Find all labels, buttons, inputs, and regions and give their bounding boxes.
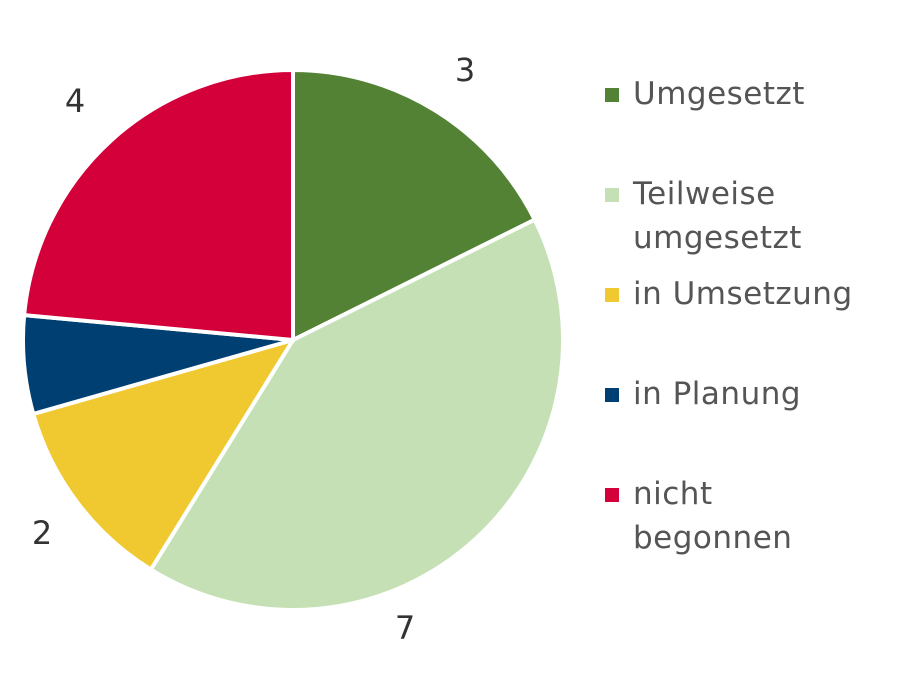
- pie-slice: [148, 216, 565, 612]
- legend-swatch: [605, 88, 619, 102]
- legend-item: nicht begonnen: [605, 472, 895, 572]
- data-label: 4: [65, 82, 85, 120]
- legend-item: in Umsetzung: [605, 272, 895, 372]
- legend-swatch: [605, 188, 619, 202]
- legend-label: in Umsetzung: [633, 276, 853, 312]
- legend-label: Umgesetzt: [633, 76, 805, 112]
- legend-swatch: [605, 388, 619, 402]
- pie-slice: [291, 67, 538, 344]
- legend-item: in Planung: [605, 372, 895, 472]
- legend-label: in Planung: [633, 376, 802, 412]
- pie-slice: [21, 67, 295, 343]
- legend-swatch: [605, 488, 619, 502]
- legend-item: Umgesetzt: [605, 72, 895, 172]
- pie-area: 3 7 2 4: [21, 51, 565, 647]
- legend-label: nicht begonnen: [633, 476, 793, 556]
- legend-swatch: [605, 288, 619, 302]
- legend: Umgesetzt Teilweise umgesetzt in Umsetzung…: [605, 72, 895, 572]
- data-label: 2: [32, 514, 52, 552]
- legend-item: Teilweise umgesetzt: [605, 172, 895, 272]
- data-label: 3: [455, 51, 475, 89]
- legend-label: Teilweise umgesetzt: [633, 176, 802, 256]
- data-label: 7: [395, 609, 415, 647]
